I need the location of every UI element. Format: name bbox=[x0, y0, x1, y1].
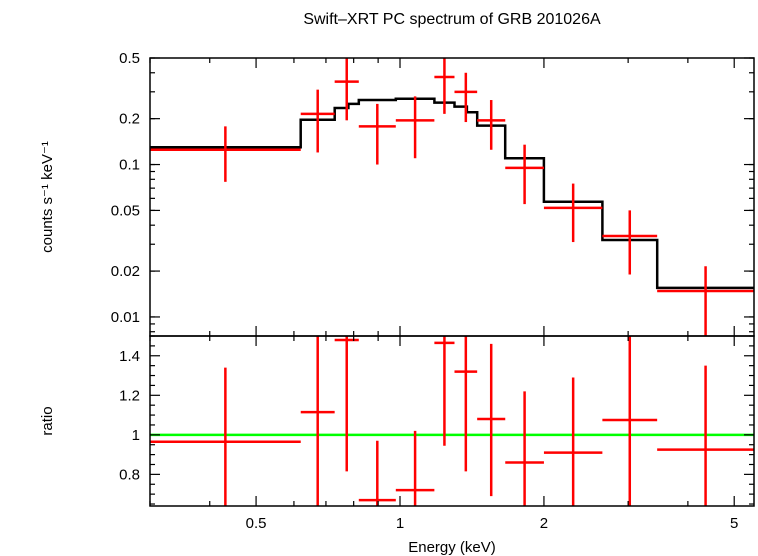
bottom-y-tick-label: 1.2 bbox=[119, 387, 140, 404]
x-tick-label: 1 bbox=[396, 515, 404, 532]
bottom-y-tick-label: 1.4 bbox=[119, 348, 140, 365]
top-y-tick-label: 0.01 bbox=[111, 309, 140, 326]
x-tick-label: 2 bbox=[540, 515, 548, 532]
top-y-tick-label: 0.02 bbox=[111, 263, 140, 280]
top-panel-marks bbox=[150, 58, 754, 336]
top-y-axis-label: counts s⁻¹ keV⁻¹ bbox=[39, 141, 56, 253]
bottom-panel-marks bbox=[150, 336, 754, 506]
bottom-panel-frame bbox=[149, 335, 755, 507]
top-y-tick-label: 0.05 bbox=[111, 202, 140, 219]
bottom-y-tick-label: 0.8 bbox=[119, 466, 140, 483]
x-axis-label: Energy (keV) bbox=[408, 539, 496, 556]
x-tick-label: 0.5 bbox=[246, 515, 267, 532]
top-y-tick-label: 0.5 bbox=[119, 50, 140, 67]
tick-labels: 0.01 0.02 0.05 0.1 0.2 0.5 0.8 1 1.2 1.4 0.5 1 2 5 bbox=[111, 50, 739, 532]
top-y-tick-label: 0.2 bbox=[119, 111, 140, 128]
top-y-tick-label: 0.1 bbox=[119, 157, 140, 174]
x-tick-label: 5 bbox=[730, 515, 738, 532]
chart-title: Swift–XRT PC spectrum of GRB 201026A bbox=[303, 11, 601, 28]
axis-ticks bbox=[149, 57, 754, 506]
bottom-y-axis-label: ratio bbox=[39, 406, 56, 435]
bottom-y-tick-label: 1 bbox=[132, 427, 140, 444]
model-step-line bbox=[150, 97, 754, 290]
top-panel-frame bbox=[149, 57, 755, 337]
